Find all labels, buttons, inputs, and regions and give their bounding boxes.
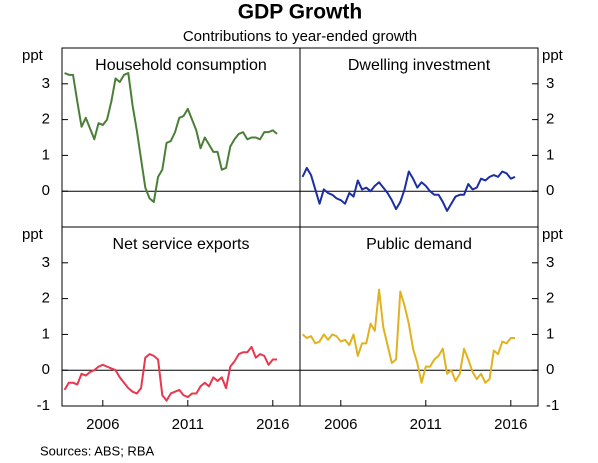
y-tick-label: 0: [42, 361, 50, 378]
y-tick-label: 2: [42, 111, 50, 128]
y-tick-label: 1: [42, 325, 50, 342]
y-axis-label: ppt: [542, 47, 564, 64]
y-axis-label: ppt: [22, 226, 44, 243]
x-tick-label: 2016: [494, 416, 527, 433]
x-tick-label: 2016: [256, 416, 289, 433]
y-tick-label: 3: [546, 75, 554, 92]
panel-title: Household consumption: [95, 57, 267, 74]
y-tick-label: 2: [42, 290, 50, 307]
y-tick-label: 1: [546, 146, 554, 163]
y-tick-label: 2: [546, 111, 554, 128]
y-axis-label: ppt: [22, 47, 44, 64]
panel-title: Net service exports: [113, 236, 250, 253]
y-tick-label: 2: [546, 290, 554, 307]
y-tick-label: -1: [546, 397, 559, 414]
data-line: [301, 288, 516, 384]
y-axis-label: ppt: [542, 226, 564, 243]
y-tick-label: 3: [42, 254, 50, 271]
y-tick-label: 3: [546, 254, 554, 271]
y-tick-label: 0: [546, 182, 554, 199]
y-tick-label: 0: [546, 361, 554, 378]
y-tick-label: 3: [42, 75, 50, 92]
x-tick-label: 2006: [324, 416, 357, 433]
source-note: Sources: ABS; RBA: [40, 443, 154, 458]
chart-title: GDP Growth: [238, 1, 362, 24]
chart-subtitle: Contributions to year-ended growth: [183, 28, 417, 45]
y-tick-label: 1: [546, 325, 554, 342]
x-tick-label: 2011: [172, 416, 204, 433]
panel-title: Public demand: [366, 236, 472, 253]
data-line: [63, 345, 278, 402]
data-line: [64, 72, 278, 203]
y-tick-label: -1: [37, 397, 50, 414]
y-tick-label: 1: [42, 146, 50, 163]
y-tick-label: 0: [42, 182, 50, 199]
x-tick-label: 2011: [410, 416, 442, 433]
panel-title: Dwelling investment: [348, 57, 491, 74]
x-tick-label: 2006: [86, 416, 119, 433]
data-line: [301, 166, 516, 212]
